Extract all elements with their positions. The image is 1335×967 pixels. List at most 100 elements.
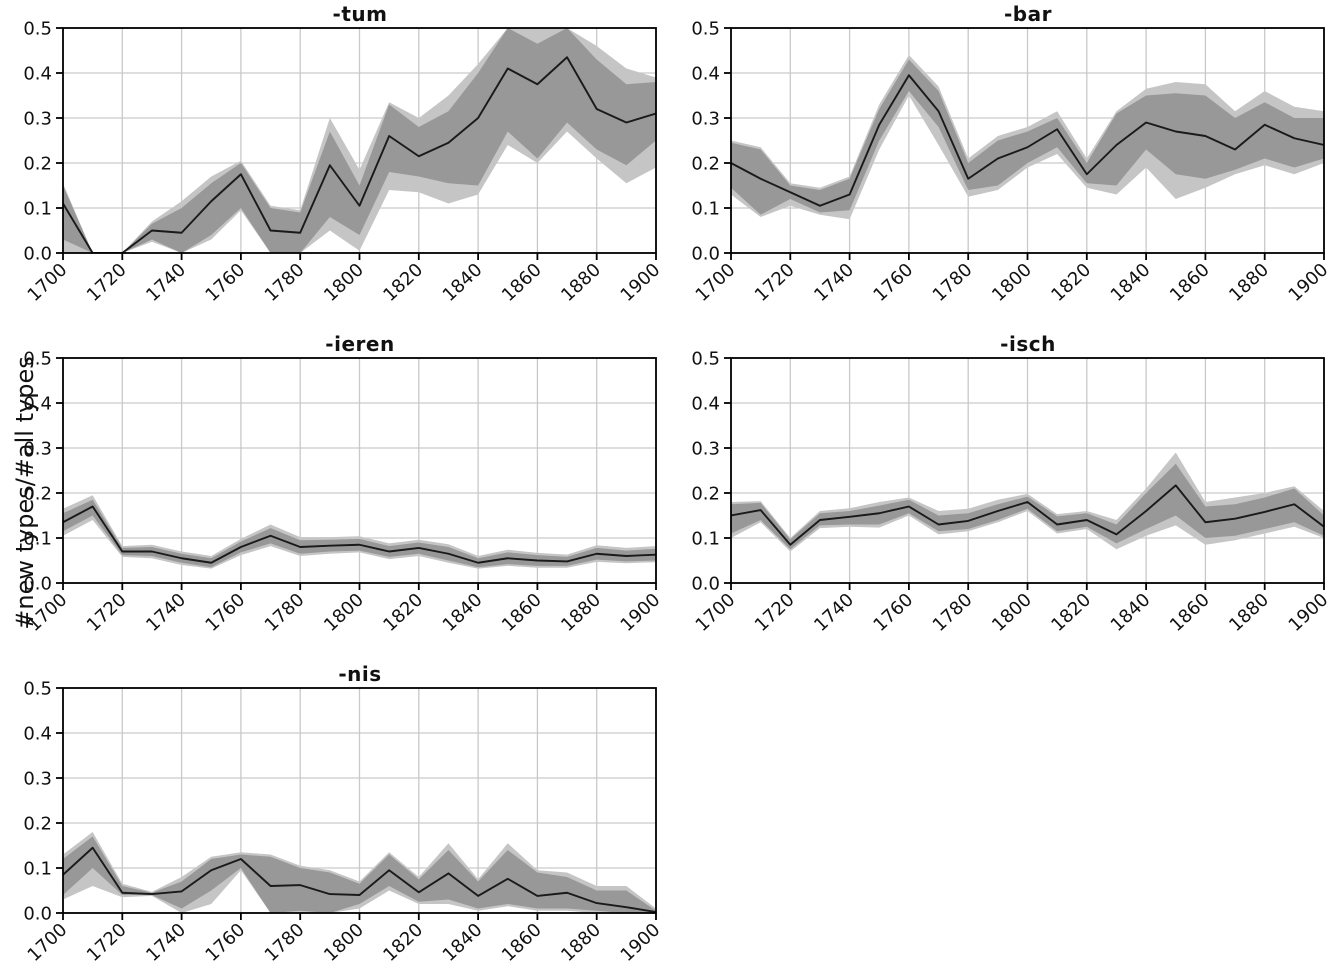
svg-text:1880: 1880	[1225, 259, 1273, 306]
svg-text:1820: 1820	[1047, 259, 1095, 306]
svg-text:1700: 1700	[692, 259, 740, 306]
svg-text:1800: 1800	[988, 259, 1036, 306]
svg-text:1760: 1760	[869, 589, 917, 636]
svg-text:0.4: 0.4	[23, 723, 52, 744]
svg-text:1820: 1820	[379, 919, 427, 966]
svg-text:1900: 1900	[617, 259, 665, 306]
svg-text:1720: 1720	[83, 259, 131, 306]
svg-text:1820: 1820	[1047, 589, 1095, 636]
svg-text:0.5: 0.5	[23, 18, 52, 39]
chart-panel-nis: -nis 0.0 0.1 0.2 0.3 0.4 0.5 1700 1720 1740 1760 1…	[0, 660, 667, 967]
svg-text:0.3: 0.3	[23, 108, 52, 129]
svg-text:0.4: 0.4	[23, 63, 52, 84]
svg-text:1800: 1800	[320, 589, 368, 636]
svg-text:1840: 1840	[1107, 589, 1155, 636]
svg-text:1860: 1860	[498, 919, 546, 966]
svg-text:0.2: 0.2	[691, 483, 720, 504]
svg-text:1760: 1760	[869, 259, 917, 306]
svg-text:1900: 1900	[1285, 589, 1333, 636]
svg-text:0.1: 0.1	[23, 858, 52, 879]
svg-text:0.3: 0.3	[691, 108, 720, 129]
chart-title-ieren: -ieren	[325, 332, 395, 356]
svg-text:1780: 1780	[929, 589, 977, 636]
svg-text:1740: 1740	[142, 589, 190, 636]
svg-text:0.0: 0.0	[691, 243, 720, 264]
svg-text:0.1: 0.1	[23, 528, 52, 549]
svg-text:1740: 1740	[810, 589, 858, 636]
svg-text:1900: 1900	[617, 919, 665, 966]
svg-text:0.1: 0.1	[691, 528, 720, 549]
svg-text:1720: 1720	[83, 589, 131, 636]
svg-text:1720: 1720	[83, 919, 131, 966]
svg-text:0.2: 0.2	[23, 483, 52, 504]
chart-panel-ieren: -ieren 0.0 0.1 0.2 0.3 0.4 0.5 1700 1720 1740 176…	[0, 330, 667, 660]
svg-text:1860: 1860	[1166, 589, 1214, 636]
svg-text:0.4: 0.4	[23, 393, 52, 414]
svg-text:1880: 1880	[557, 259, 605, 306]
svg-text:0.2: 0.2	[691, 153, 720, 174]
chart-panel-bar: -bar 0.0 0.1 0.2 0.3 0.4 0.5 1700 1720 1740 1760 1…	[668, 0, 1335, 330]
svg-text:1740: 1740	[810, 259, 858, 306]
svg-text:1860: 1860	[498, 589, 546, 636]
svg-text:0.5: 0.5	[23, 348, 52, 369]
svg-text:0.5: 0.5	[691, 348, 720, 369]
svg-text:0.1: 0.1	[23, 198, 52, 219]
svg-text:0.4: 0.4	[691, 393, 720, 414]
svg-text:1800: 1800	[320, 259, 368, 306]
svg-text:1700: 1700	[692, 589, 740, 636]
svg-text:1900: 1900	[617, 589, 665, 636]
chart-title-tum: -tum	[332, 2, 388, 26]
svg-text:1700: 1700	[24, 919, 72, 966]
svg-text:1880: 1880	[557, 919, 605, 966]
svg-text:0.5: 0.5	[691, 18, 720, 39]
chart-title-bar: -bar	[1004, 2, 1052, 26]
svg-text:1760: 1760	[201, 259, 249, 306]
svg-text:1760: 1760	[201, 589, 249, 636]
svg-text:0.3: 0.3	[23, 438, 52, 459]
svg-text:1800: 1800	[320, 919, 368, 966]
svg-text:1780: 1780	[261, 919, 309, 966]
chart-panel-tum: -tum 0.0 0.1 0.2 0.3 0.4 0.5 1700 1720 1740 1760 1…	[0, 0, 667, 330]
svg-text:1860: 1860	[498, 259, 546, 306]
svg-text:1700: 1700	[24, 589, 72, 636]
svg-text:0.2: 0.2	[23, 813, 52, 834]
svg-text:1780: 1780	[261, 589, 309, 636]
svg-text:1740: 1740	[142, 259, 190, 306]
svg-text:1880: 1880	[1225, 589, 1273, 636]
svg-text:1820: 1820	[379, 259, 427, 306]
svg-text:0.5: 0.5	[23, 678, 52, 699]
svg-text:1780: 1780	[929, 259, 977, 306]
svg-text:0.2: 0.2	[23, 153, 52, 174]
svg-text:0.0: 0.0	[23, 903, 52, 924]
svg-text:1700: 1700	[24, 259, 72, 306]
svg-text:0.3: 0.3	[23, 768, 52, 789]
svg-text:1900: 1900	[1285, 259, 1333, 306]
svg-text:1780: 1780	[261, 259, 309, 306]
chart-panel-isch: -isch 0.0 0.1 0.2 0.3 0.4 0.5 1700 1720 1740 1760…	[668, 330, 1335, 660]
svg-text:1720: 1720	[751, 259, 799, 306]
svg-text:1840: 1840	[439, 589, 487, 636]
chart-title-nis: -nis	[338, 662, 382, 686]
svg-text:0.1: 0.1	[691, 198, 720, 219]
svg-text:1860: 1860	[1166, 259, 1214, 306]
svg-text:0.3: 0.3	[691, 438, 720, 459]
chart-title-isch: -isch	[1000, 332, 1056, 356]
svg-text:0.0: 0.0	[23, 243, 52, 264]
svg-text:1840: 1840	[439, 919, 487, 966]
svg-text:1760: 1760	[201, 919, 249, 966]
svg-text:1800: 1800	[988, 589, 1036, 636]
svg-text:1880: 1880	[557, 589, 605, 636]
svg-text:0.0: 0.0	[691, 573, 720, 594]
svg-text:1720: 1720	[751, 589, 799, 636]
svg-text:1820: 1820	[379, 589, 427, 636]
svg-text:1840: 1840	[439, 259, 487, 306]
svg-text:0.0: 0.0	[23, 573, 52, 594]
svg-text:0.4: 0.4	[691, 63, 720, 84]
svg-text:1840: 1840	[1107, 259, 1155, 306]
